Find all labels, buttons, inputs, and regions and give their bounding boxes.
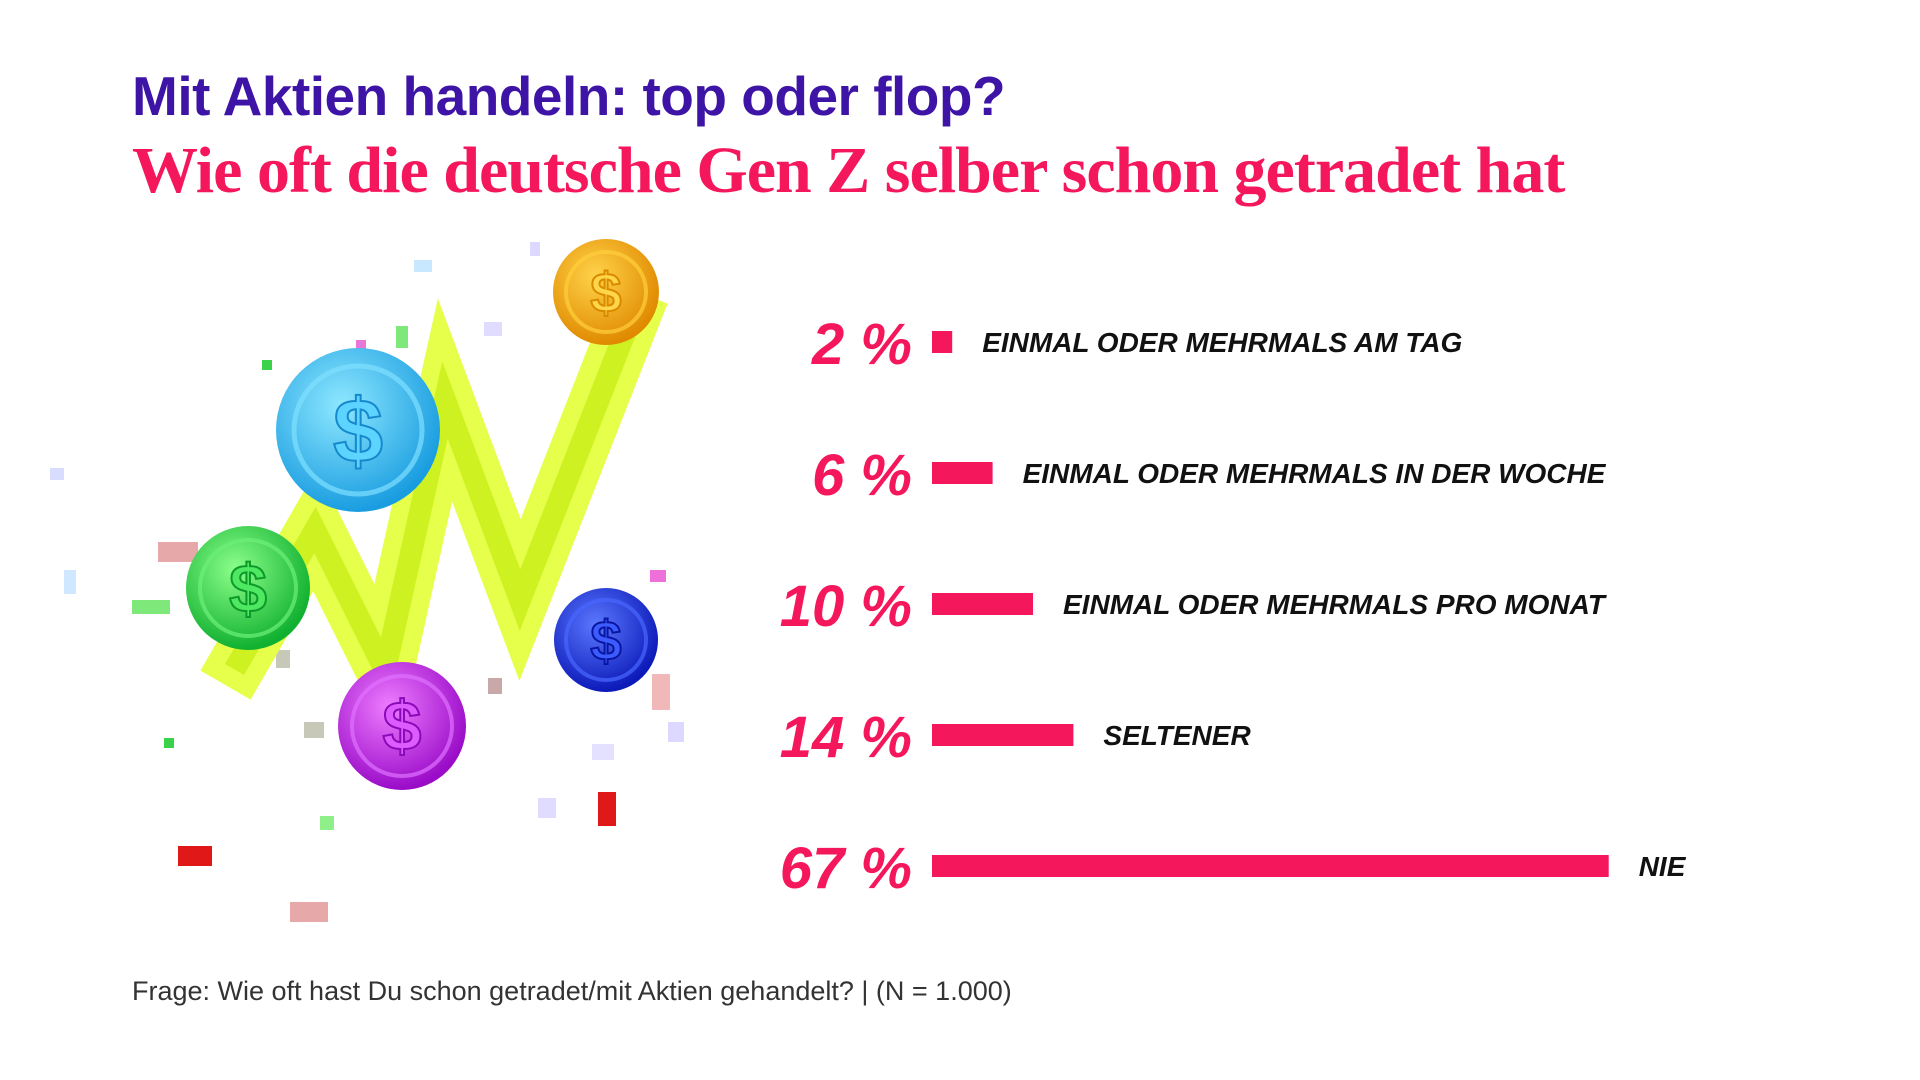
bar-chart: 2 % EINMAL ODER MEHRMALS AM TAG 6 % EINMAL …: [780, 312, 1687, 901]
category-label: EINMAL ODER MEHRMALS IN DER WOCHE: [1023, 458, 1607, 489]
value-label: 2 %: [811, 312, 912, 377]
coins-and-rising-arrow-illustration: $ $ $ $ $: [50, 239, 684, 922]
chart-title: Mit Aktien handeln: top oder flop?: [132, 65, 1006, 127]
value-label: 6 %: [812, 443, 912, 508]
category-label: EINMAL ODER MEHRMALS AM TAG: [982, 327, 1462, 358]
bar: [932, 462, 993, 484]
svg-text:$: $: [590, 261, 621, 324]
category-label: EINMAL ODER MEHRMALS PRO MONAT: [1063, 589, 1608, 620]
bar: [932, 593, 1033, 615]
bar: [932, 855, 1609, 877]
svg-text:$: $: [333, 382, 383, 482]
category-label: SELTENER: [1103, 720, 1251, 751]
coin-blue: $: [554, 588, 658, 692]
value-label: 67 %: [780, 836, 912, 901]
coin-cyan: $: [276, 348, 440, 512]
footnote: Frage: Wie oft hast Du schon getradet/mi…: [132, 976, 1012, 1006]
value-label: 14 %: [780, 705, 912, 770]
coin-purple: $: [338, 662, 466, 790]
svg-text:$: $: [590, 609, 621, 672]
svg-text:$: $: [383, 687, 422, 765]
coin-green: $: [186, 526, 310, 650]
coin-orange: $: [553, 239, 659, 345]
value-label: 10 %: [780, 574, 912, 639]
chart-subtitle: Wie oft die deutsche Gen Z selber schon …: [132, 134, 1565, 207]
bar: [932, 331, 953, 353]
category-label: NIE: [1639, 851, 1687, 882]
rising-arrow: [200, 282, 668, 757]
pixel-confetti: [50, 242, 684, 922]
bar: [932, 724, 1074, 746]
svg-text:$: $: [229, 551, 267, 627]
